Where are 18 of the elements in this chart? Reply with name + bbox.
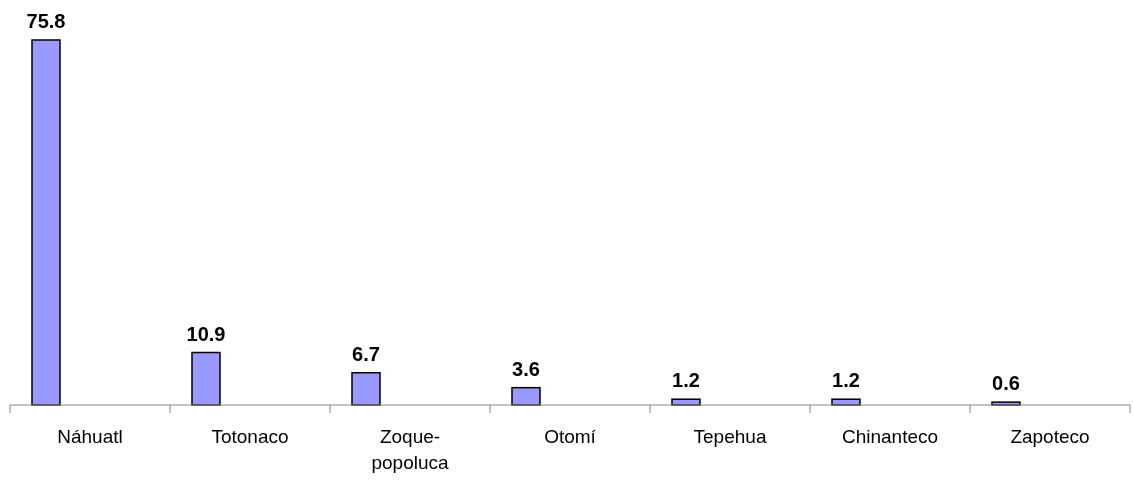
data-label: 6.7 — [352, 342, 380, 365]
data-label: 0.6 — [992, 372, 1020, 395]
data-label: 10.9 — [186, 322, 226, 345]
data-label: 3.6 — [512, 357, 540, 380]
bar — [31, 39, 61, 406]
data-label: 1.2 — [832, 369, 860, 392]
bar — [511, 386, 541, 406]
x-tick-label: Zoque-popoluca — [371, 426, 449, 473]
x-tick-label: Totonaco — [211, 426, 289, 447]
bar — [191, 351, 221, 406]
data-label: 1.2 — [672, 369, 700, 392]
x-tick-label: Otomí — [544, 426, 597, 447]
bar — [351, 371, 381, 406]
x-tick-label: Zapoteco — [1010, 426, 1090, 447]
x-tick-label: Chinanteco — [841, 426, 939, 447]
data-label: 75.8 — [26, 10, 66, 32]
x-tick-label: Náhuatl — [57, 426, 123, 447]
x-tick-label: Tepehua — [693, 426, 767, 447]
